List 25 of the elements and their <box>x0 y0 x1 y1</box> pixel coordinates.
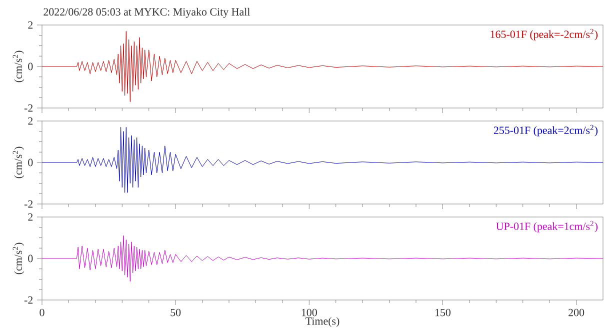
y-tick-label: 2 <box>28 21 33 29</box>
text: 165-01F (peak=-2cm/s$^{2}$) <box>490 28 598 40</box>
y-tick-label: 0 <box>28 158 33 166</box>
x-tick-label: 100 <box>302 308 317 316</box>
y-tick-label: 2 <box>28 213 33 221</box>
x-axis-title: Time(s) <box>306 317 340 328</box>
line-series <box>42 126 604 193</box>
x-tick-label: 50 <box>170 308 181 316</box>
y-axis-title: (cm/s$^{2}$) <box>12 146 24 178</box>
y-tick-label: -2 <box>24 104 33 112</box>
line-series <box>42 235 604 282</box>
x-tick-label: 200 <box>568 308 584 316</box>
x-tick-label: 0 <box>40 308 44 316</box>
text: UP-01F (peak=1cm/s$^{2}$) <box>496 220 598 232</box>
y-axis-title: (cm/s$^{2}$) <box>12 242 24 274</box>
y-tick-label: 0 <box>28 62 33 70</box>
y-tick-label: -2 <box>24 200 33 208</box>
y-tick-label: -2 <box>24 296 33 304</box>
x-tick-label: 150 <box>435 308 451 316</box>
y-tick-label: 0 <box>28 254 33 262</box>
y-axis-title: (cm/s$^{2}$) <box>12 50 24 82</box>
chart-title: 2022/06/28 05:03 at MYKC: Miyako City Hall <box>44 8 250 18</box>
text: 255-01F (peak=2cm/s$^{2}$) <box>494 124 598 136</box>
line-series <box>42 30 604 102</box>
y-tick-label: 2 <box>28 117 33 125</box>
